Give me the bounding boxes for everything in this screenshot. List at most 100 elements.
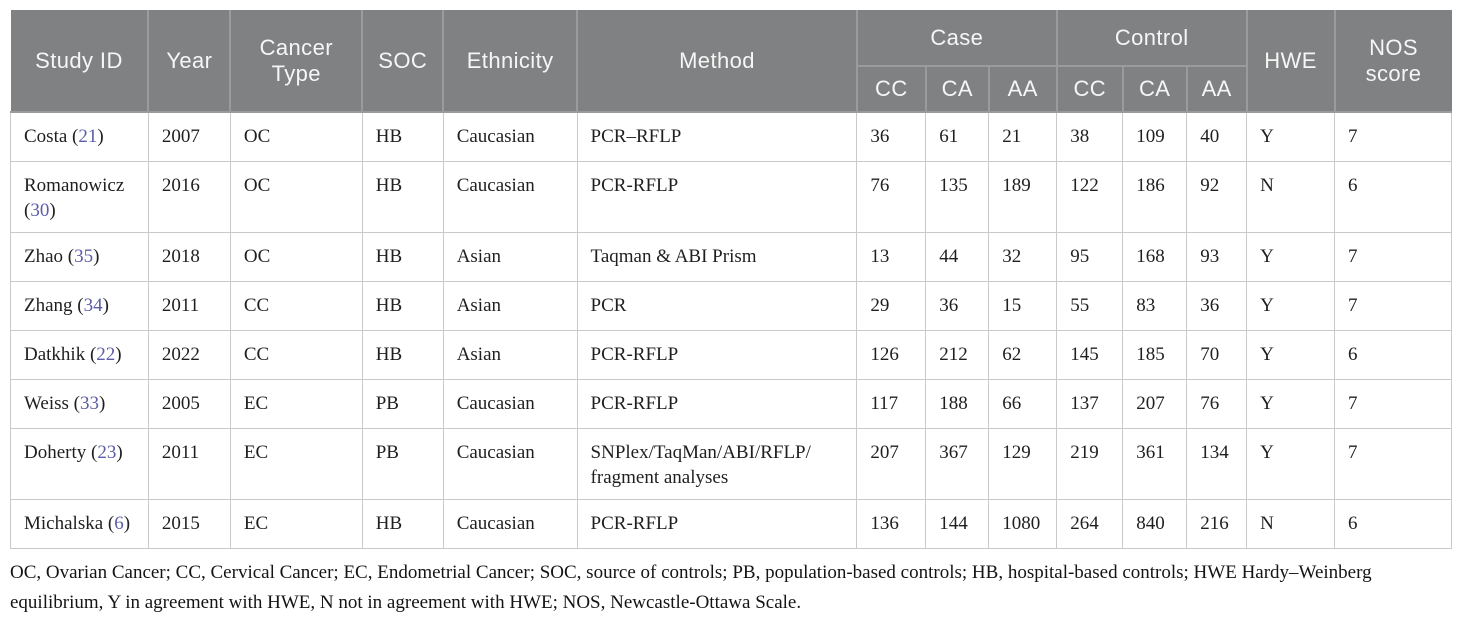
control-cc-cell: 137 bbox=[1056, 378, 1124, 429]
col-case-ca: CA bbox=[924, 65, 990, 113]
citation-ref-link[interactable]: 21 bbox=[78, 126, 98, 147]
table-footnote: OC, Ovarian Cancer; CC, Cervical Cancer;… bbox=[10, 562, 1372, 613]
col-nos-score: NOS score bbox=[1333, 10, 1452, 113]
control-ca-cell: 168 bbox=[1122, 231, 1188, 282]
control-aa-cell: 40 bbox=[1186, 111, 1248, 162]
case-aa-cell: 1080 bbox=[988, 499, 1058, 550]
col-soc: SOC bbox=[361, 10, 445, 113]
study-name: Costa bbox=[24, 126, 68, 147]
year-cell: 2015 bbox=[147, 499, 231, 550]
case-ca-cell: 188 bbox=[925, 378, 990, 429]
table-row: Datkhik (22) 2022 CC HB Asian PCR-RFLP 126 212 6… bbox=[10, 329, 1452, 380]
table-header: Study ID Year Cancer Type SOC Ethnicity … bbox=[10, 10, 1452, 113]
case-aa-cell: 129 bbox=[988, 427, 1058, 501]
col-method: Method bbox=[576, 10, 858, 113]
control-ca-cell: 109 bbox=[1122, 111, 1188, 162]
control-aa-cell: 93 bbox=[1186, 231, 1248, 282]
ethnicity-cell: Caucasian bbox=[442, 378, 578, 429]
study-id-cell: Michalska (6) bbox=[10, 499, 149, 550]
soc-cell: HB bbox=[361, 111, 444, 162]
ethnicity-cell: Caucasian bbox=[442, 499, 578, 550]
soc-cell: HB bbox=[361, 160, 444, 233]
col-control-aa: AA bbox=[1185, 65, 1248, 113]
method-cell: PCR-RFLP bbox=[576, 160, 858, 233]
ethnicity-cell: Caucasian bbox=[442, 160, 578, 233]
case-cc-cell: 207 bbox=[856, 427, 927, 501]
control-aa-cell: 70 bbox=[1186, 329, 1248, 380]
control-cc-cell: 55 bbox=[1056, 280, 1124, 331]
control-ca-cell: 361 bbox=[1122, 427, 1188, 501]
nos-score-cell: 6 bbox=[1334, 160, 1452, 233]
case-cc-cell: 117 bbox=[856, 378, 927, 429]
citation-ref-link[interactable]: 22 bbox=[96, 343, 116, 365]
hwe-cell: N bbox=[1246, 160, 1336, 233]
ethnicity-cell: Asian bbox=[442, 329, 578, 380]
year-cell: 2011 bbox=[147, 427, 231, 501]
method-cell: PCR-RFLP bbox=[576, 329, 858, 380]
col-ethnicity: Ethnicity bbox=[442, 10, 579, 113]
study-name: Michalska bbox=[24, 513, 104, 535]
study-id-cell: Romanowicz (30) bbox=[10, 160, 149, 233]
year-cell: 2005 bbox=[147, 378, 231, 429]
case-ca-cell: 212 bbox=[925, 329, 990, 380]
col-hwe: HWE bbox=[1245, 10, 1336, 113]
ethnicity-cell: Asian bbox=[442, 231, 578, 282]
method-cell: PCR-RFLP bbox=[576, 499, 858, 550]
method-cell: PCR–RFLP bbox=[576, 111, 858, 162]
control-cc-cell: 264 bbox=[1056, 499, 1124, 550]
case-aa-cell: 66 bbox=[988, 378, 1058, 429]
study-name: Datkhik bbox=[24, 343, 86, 365]
control-cc-cell: 38 bbox=[1056, 111, 1124, 162]
nos-score-cell: 7 bbox=[1334, 231, 1452, 282]
control-aa-cell: 134 bbox=[1186, 427, 1248, 501]
citation-ref-link[interactable]: 30 bbox=[30, 200, 50, 222]
year-cell: 2018 bbox=[147, 231, 231, 282]
study-id-cell: Doherty (23) bbox=[10, 427, 149, 501]
case-ca-cell: 44 bbox=[925, 231, 990, 282]
soc-cell: HB bbox=[361, 231, 444, 282]
nos-score-cell: 7 bbox=[1334, 378, 1452, 429]
nos-score-cell: 6 bbox=[1334, 329, 1452, 380]
cancer-type-cell: CC bbox=[229, 280, 363, 331]
case-ca-cell: 36 bbox=[925, 280, 990, 331]
control-aa-cell: 216 bbox=[1186, 499, 1248, 550]
control-ca-cell: 207 bbox=[1122, 378, 1188, 429]
citation-ref-link[interactable]: 34 bbox=[83, 294, 103, 316]
method-cell: SNPlex/TaqMan/ABI/RFLP/ fragment analyse… bbox=[576, 427, 858, 501]
citation-ref-link[interactable]: 23 bbox=[97, 441, 117, 463]
study-id-cell: Zhang (34) bbox=[10, 280, 149, 331]
table-row: Romanowicz (30) 2016 OC HB Caucasian PCR-RFLP… bbox=[10, 160, 1452, 233]
col-case-cc: CC bbox=[855, 65, 927, 113]
table-body: Costa (21) 2007 OC HB Caucasian PCR–RFLP 36 61 2… bbox=[10, 111, 1452, 550]
cancer-type-cell: EC bbox=[229, 378, 363, 429]
soc-cell: PB bbox=[361, 378, 444, 429]
ethnicity-cell: Caucasian bbox=[442, 111, 578, 162]
citation-ref-link[interactable]: 35 bbox=[74, 245, 94, 267]
citation-ref-link[interactable]: 33 bbox=[80, 392, 99, 414]
study-id-cell: Costa (21) bbox=[10, 111, 149, 162]
study-id-cell: Zhao (35) bbox=[10, 231, 149, 282]
col-case-aa: AA bbox=[987, 65, 1058, 113]
case-aa-cell: 21 bbox=[988, 111, 1058, 162]
year-cell: 2011 bbox=[147, 280, 231, 331]
table-row: Zhang (34) 2011 CC HB Asian PCR 29 36 15 55 83 36 Y 7 bbox=[10, 280, 1452, 331]
hwe-cell: Y bbox=[1246, 329, 1336, 380]
soc-cell: HB bbox=[361, 329, 444, 380]
study-name: Zhao bbox=[24, 245, 64, 267]
table-row: Costa (21) 2007 OC HB Caucasian PCR–RFLP 36 61 2… bbox=[10, 111, 1452, 162]
case-cc-cell: 13 bbox=[856, 231, 927, 282]
study-name: Romanowicz bbox=[24, 174, 125, 196]
hwe-cell: Y bbox=[1246, 111, 1336, 162]
hwe-cell: Y bbox=[1246, 427, 1336, 501]
study-id-cell: Datkhik (22) bbox=[10, 329, 149, 380]
control-cc-cell: 219 bbox=[1056, 427, 1124, 501]
cancer-type-cell: OC bbox=[229, 160, 363, 233]
case-aa-cell: 189 bbox=[988, 160, 1058, 233]
control-aa-cell: 92 bbox=[1186, 160, 1248, 233]
case-cc-cell: 36 bbox=[856, 111, 927, 162]
study-name: Weiss bbox=[24, 392, 69, 414]
table-row: Doherty (23) 2011 EC PB Caucasian SNPlex/TaqM… bbox=[10, 427, 1452, 501]
citation-ref-link[interactable]: 6 bbox=[114, 513, 124, 535]
study-characteristics-table: Study ID Year Cancer Type SOC Ethnicity … bbox=[10, 10, 1452, 550]
control-aa-cell: 76 bbox=[1186, 378, 1248, 429]
